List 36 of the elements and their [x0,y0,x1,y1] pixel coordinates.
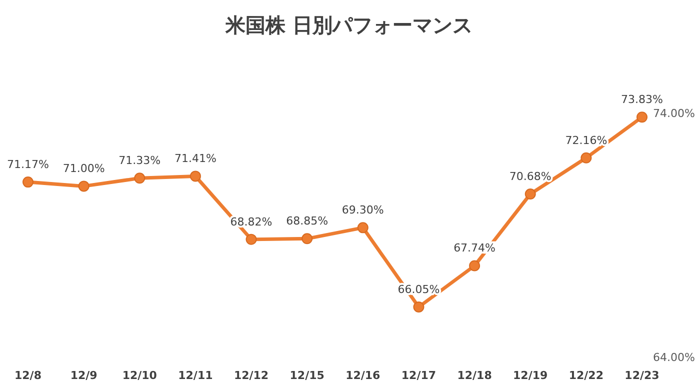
data-label: 69.30% [342,204,384,217]
x-tick-label: 12/17 [401,369,436,382]
point [22,176,34,188]
data-label: 73.83% [621,93,663,106]
point [413,301,424,312]
x-tick-label: 12/22 [568,369,604,382]
data-label: 72.16% [565,134,608,147]
point [78,180,90,192]
point [636,112,648,123]
y-tick-label: 64.00% [653,351,695,364]
x-tick-label: 12/12 [234,369,269,382]
data-label: 71.17% [7,158,49,172]
data-label: 70.68% [509,170,552,184]
point [469,260,480,272]
data-label: 71.41% [174,152,216,166]
point [524,188,536,200]
point [246,234,257,245]
x-tick-label: 12/9 [70,369,98,382]
x-tick-label: 12/23 [624,369,660,382]
point [190,170,201,182]
x-tick-label: 12/11 [178,369,213,382]
point [302,233,313,244]
x-tick-label: 12/19 [513,369,548,382]
x-tick-label: 12/8 [14,369,42,382]
point [580,152,592,164]
chart-title: 米国株 日別パフォーマンス [224,13,472,37]
data-label: 71.33% [118,154,161,168]
x-tick-label: 12/16 [346,369,381,382]
x-tick-label: 12/18 [457,369,492,382]
data-label: 68.85% [286,214,328,228]
point [134,172,146,184]
x-tick-label: 12/10 [122,369,158,382]
point [357,222,368,234]
y-tick-label: 74.00% [653,107,695,120]
data-label: 71.00% [62,162,105,176]
x-tick-label: 12/15 [290,369,324,382]
